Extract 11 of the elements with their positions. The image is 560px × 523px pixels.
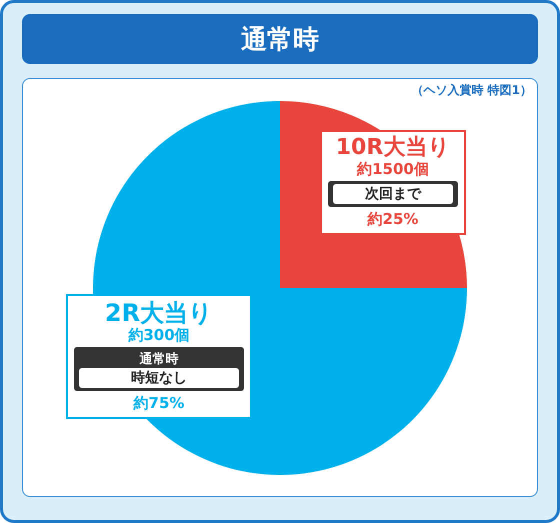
text: 約1500個 — [356, 160, 430, 178]
text: 時短なし — [79, 368, 239, 388]
slice-label: 10R大当り — [334, 135, 452, 160]
text: 約300個 — [127, 326, 191, 344]
slice-label: 2R大当り — [104, 299, 214, 327]
chart-title: 通常時 — [22, 14, 538, 64]
text: 次回まで — [333, 184, 453, 204]
data-label: 約75% — [132, 394, 186, 414]
data-label: 約25% — [366, 210, 420, 230]
text: 通常時 — [138, 351, 180, 368]
text: （ヘソ入賞時 特図1） — [411, 82, 532, 99]
